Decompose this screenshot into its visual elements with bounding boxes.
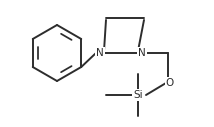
Text: N: N <box>96 48 104 58</box>
Text: Si: Si <box>133 90 143 100</box>
Text: N: N <box>138 48 146 58</box>
Text: O: O <box>166 78 174 88</box>
